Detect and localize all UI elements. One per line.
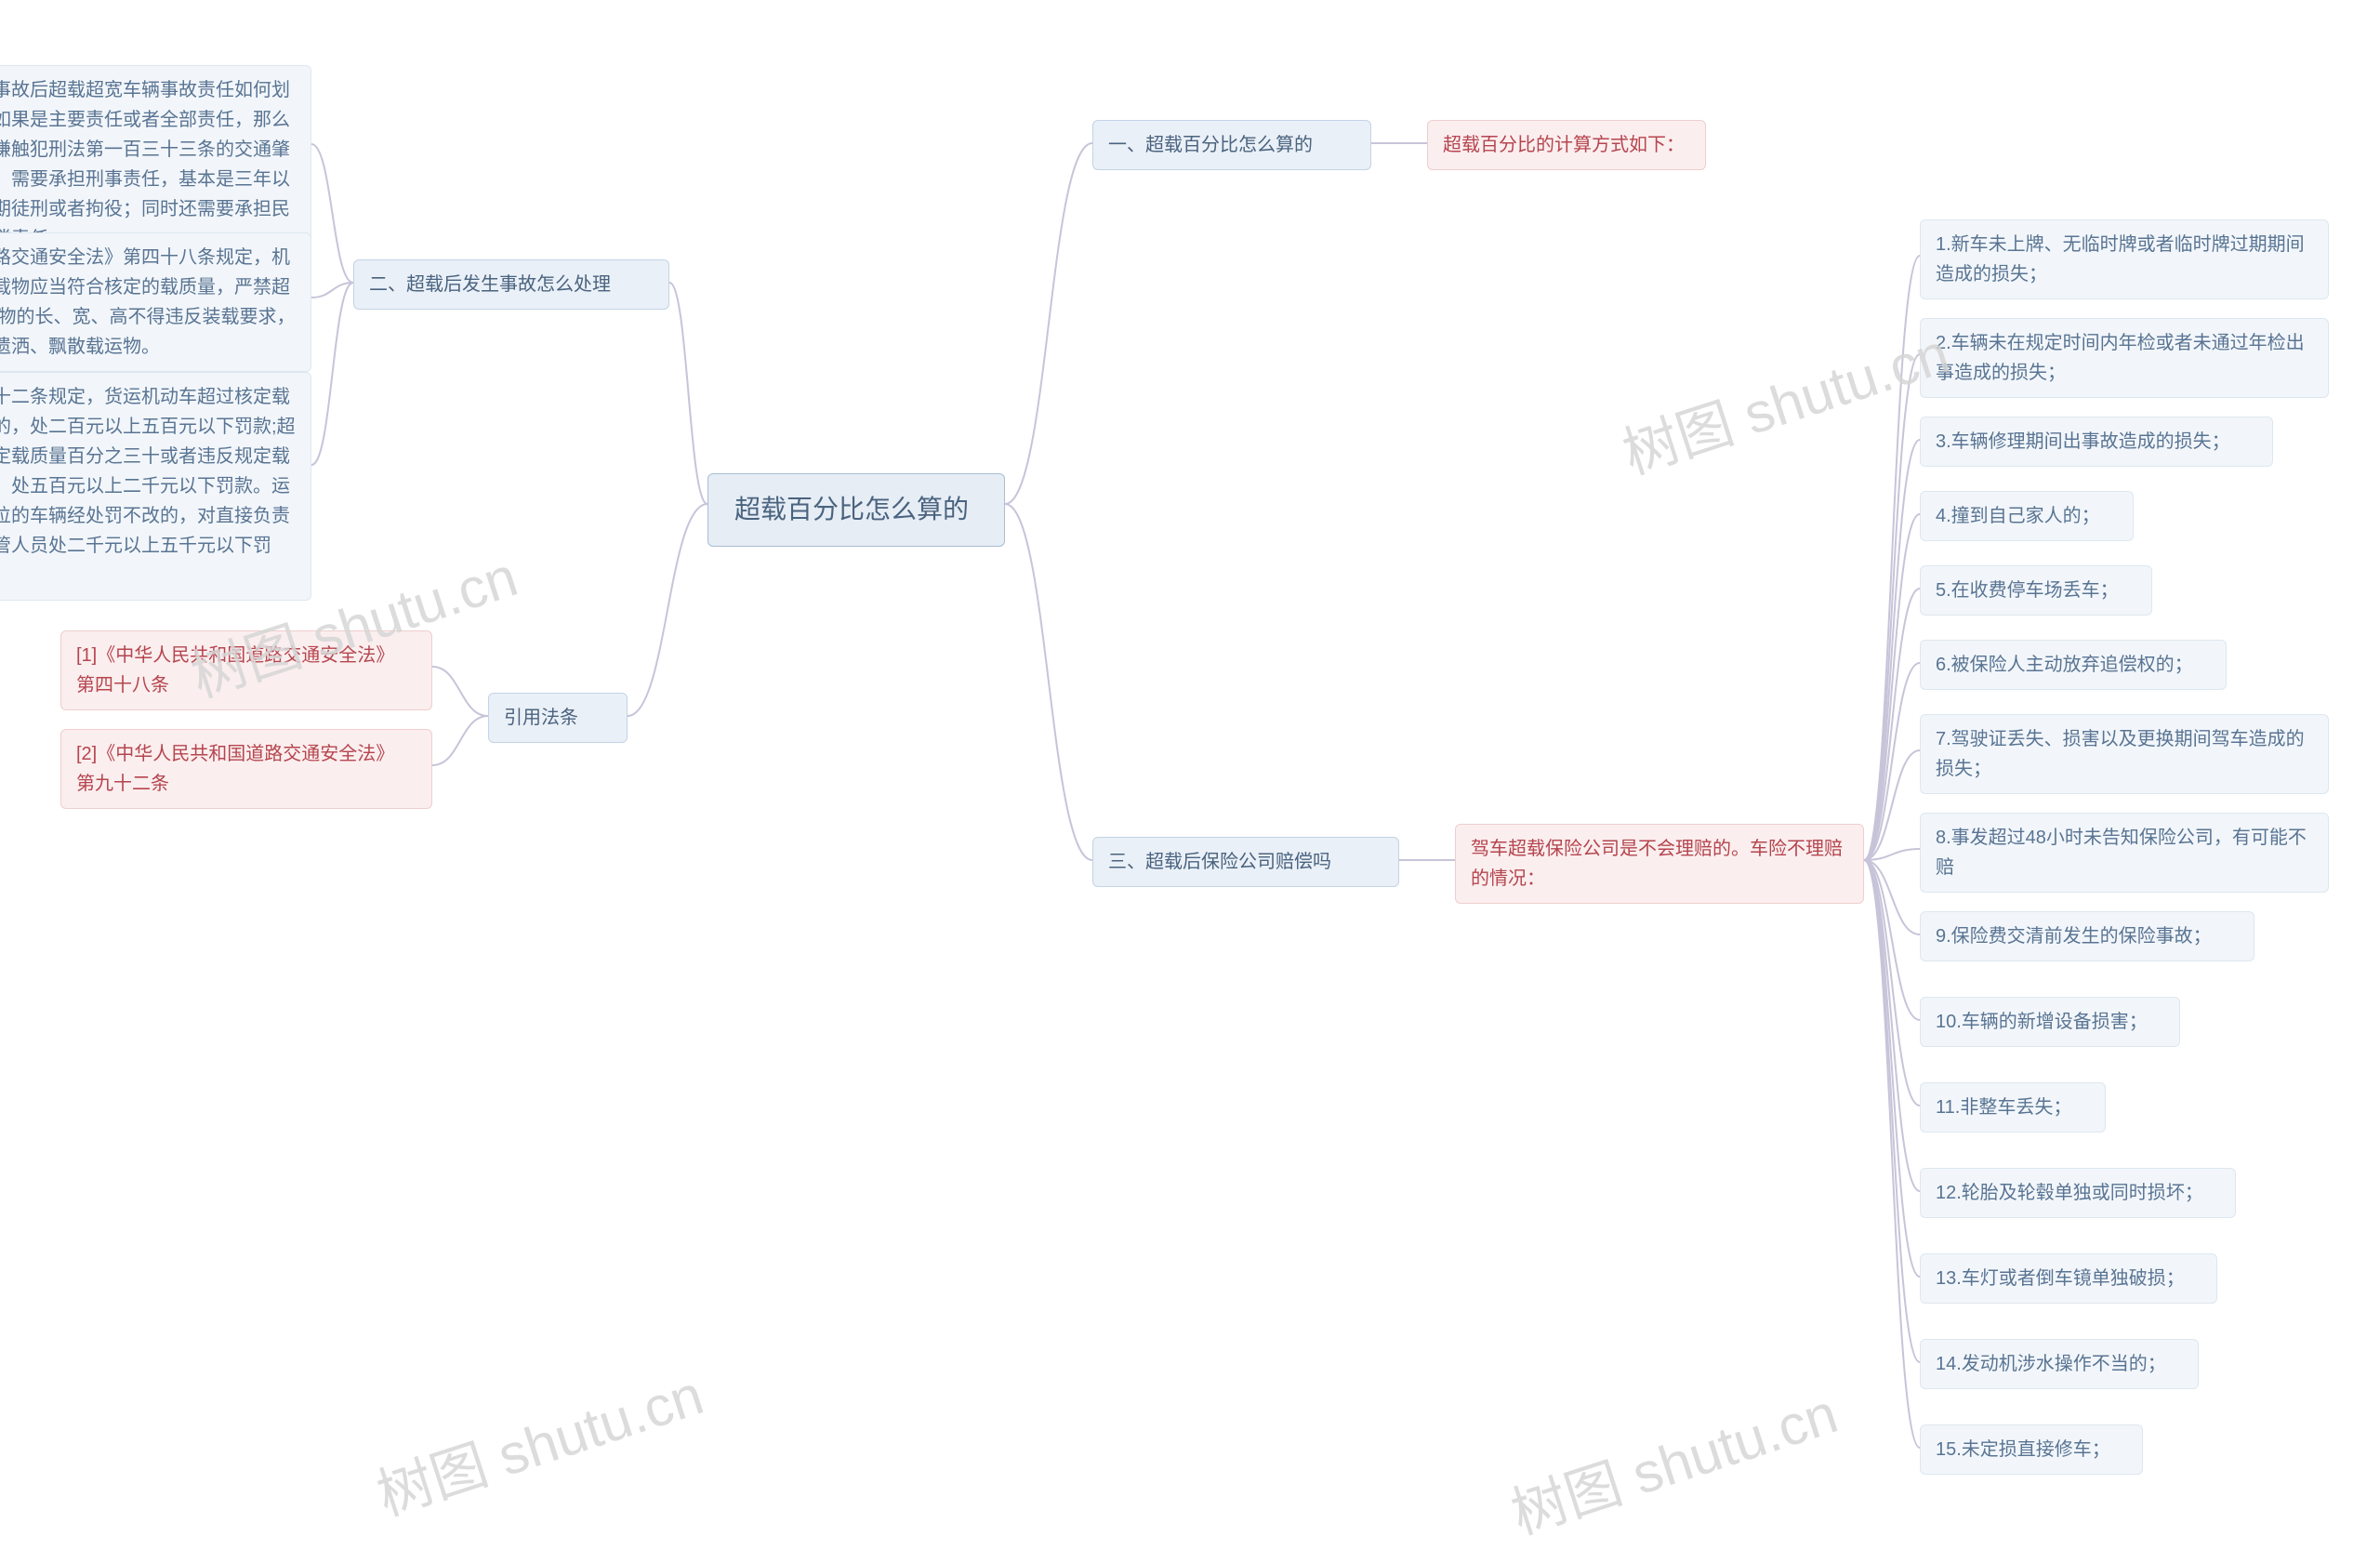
node-b2_2: 《道路交通安全法》第四十八条规定，机动车载物应当符合核定的载质量，严禁超载;载物… bbox=[0, 232, 311, 372]
node-b3: 三、超载后保险公司赔偿吗 bbox=[1092, 837, 1399, 887]
node-c14: 14.发动机涉水操作不当的； bbox=[1920, 1339, 2199, 1389]
connector bbox=[1864, 849, 1920, 860]
node-b1: 一、超载百分比怎么算的 bbox=[1092, 120, 1371, 170]
connector bbox=[1005, 504, 1092, 860]
node-c10: 10.车辆的新增设备损害； bbox=[1920, 997, 2180, 1047]
connector bbox=[1864, 663, 1920, 860]
watermark: 树图 shutu.cn bbox=[365, 1350, 712, 1531]
node-c5: 5.在收费停车场丢车； bbox=[1920, 565, 2152, 616]
node-c12: 12.轮胎及轮毂单独或同时损坏； bbox=[1920, 1168, 2236, 1218]
node-c6: 6.被保险人主动放弃追偿权的； bbox=[1920, 640, 2227, 690]
node-c9: 9.保险费交清前发生的保险事故； bbox=[1920, 911, 2254, 961]
node-root: 超载百分比怎么算的 bbox=[707, 473, 1005, 547]
connector bbox=[1864, 860, 1920, 934]
node-c13: 13.车灯或者倒车镜单独破损； bbox=[1920, 1253, 2217, 1304]
watermark: 树图 shutu.cn bbox=[1500, 1369, 1846, 1550]
connector bbox=[1864, 860, 1920, 1362]
connector bbox=[1864, 514, 1920, 860]
connector bbox=[432, 716, 488, 765]
connector bbox=[432, 667, 488, 716]
connector bbox=[1864, 750, 1920, 860]
connector bbox=[1864, 860, 1920, 1106]
node-c8: 8.事发超过48小时未告知保险公司，有可能不赔 bbox=[1920, 813, 2329, 893]
node-b2: 二、超载后发生事故怎么处理 bbox=[353, 259, 669, 310]
connector bbox=[1864, 860, 1920, 1191]
node-b3_1: 驾车超载保险公司是不会理赔的。车险不理赔的情况： bbox=[1455, 824, 1864, 904]
node-b4_1: [1]《中华人民共和国道路交通安全法》 第四十八条 bbox=[60, 630, 432, 710]
connector bbox=[669, 283, 707, 504]
connector bbox=[1864, 860, 1920, 1020]
connector bbox=[1864, 440, 1920, 860]
node-c2: 2.车辆未在规定时间内年检或者未通过年检出事造成的损失； bbox=[1920, 318, 2329, 398]
watermark: 树图 shutu.cn bbox=[1611, 309, 1958, 490]
connector bbox=[311, 283, 353, 465]
connector bbox=[311, 283, 353, 298]
node-b4_2: [2]《中华人民共和国道路交通安全法》 第九十二条 bbox=[60, 729, 432, 809]
connector bbox=[628, 504, 707, 716]
node-b2_3: 第九十二条规定，货运机动车超过核定载质量的，处二百元以上五百元以下罚款;超过核定… bbox=[0, 372, 311, 601]
node-b1_1: 超载百分比的计算方式如下： bbox=[1427, 120, 1706, 170]
connector bbox=[1864, 860, 1920, 1448]
node-c15: 15.未定损直接修车； bbox=[1920, 1424, 2143, 1475]
node-c11: 11.非整车丢失； bbox=[1920, 1082, 2106, 1133]
connector bbox=[311, 144, 353, 283]
node-c1: 1.新车未上牌、无临时牌或者临时牌过期期间造成的损失； bbox=[1920, 219, 2329, 299]
node-c3: 3.车辆修理期间出事故造成的损失； bbox=[1920, 417, 2273, 467]
connector bbox=[1864, 860, 1920, 1277]
connector bbox=[1864, 354, 1920, 860]
connector bbox=[1005, 143, 1092, 504]
node-b4: 引用法条 bbox=[488, 693, 628, 743]
connector bbox=[1864, 256, 1920, 860]
node-c7: 7.驾驶证丢失、损害以及更换期间驾车造成的损失； bbox=[1920, 714, 2329, 794]
node-c4: 4.撞到自己家人的； bbox=[1920, 491, 2134, 541]
connector bbox=[1864, 589, 1920, 860]
